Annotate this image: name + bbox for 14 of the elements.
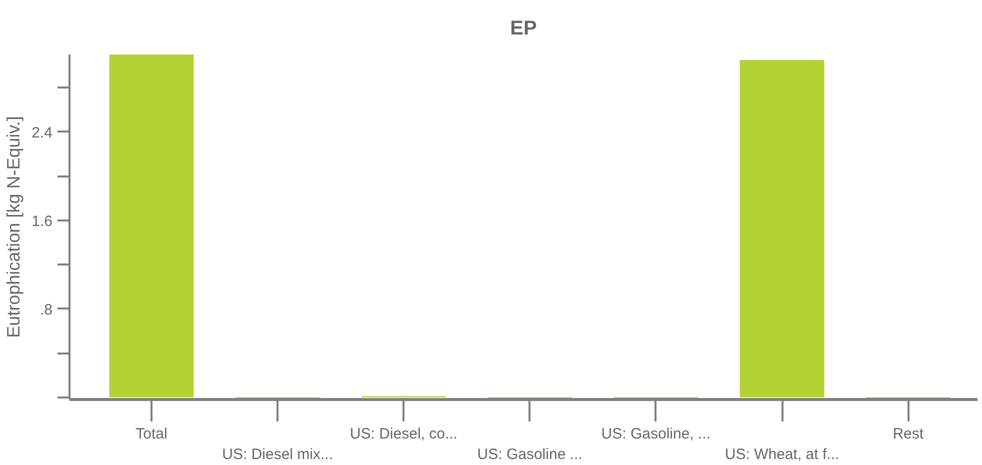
- x-tick-label: Total: [136, 426, 168, 442]
- x-tick-label: US: Diesel, co...: [350, 426, 458, 442]
- y-tick-label: .8: [40, 301, 53, 318]
- y-axis-title: Eutrophication [kg N-Equiv.]: [4, 116, 24, 338]
- y-tick-label: 1.6: [32, 212, 53, 230]
- x-tick-label: US: Gasoline, ...: [601, 426, 711, 442]
- y-tick-label: 2.4: [32, 124, 53, 142]
- x-tick-label: US: Wheat, at f...: [724, 446, 840, 463]
- bar: [740, 60, 824, 398]
- x-tick-label: US: Diesel mix...: [222, 446, 334, 463]
- x-tick-label: US: Gasoline ...: [477, 446, 582, 463]
- x-tick-label: Rest: [892, 426, 924, 442]
- bar: [109, 54, 194, 398]
- chart-title: EP: [510, 18, 537, 40]
